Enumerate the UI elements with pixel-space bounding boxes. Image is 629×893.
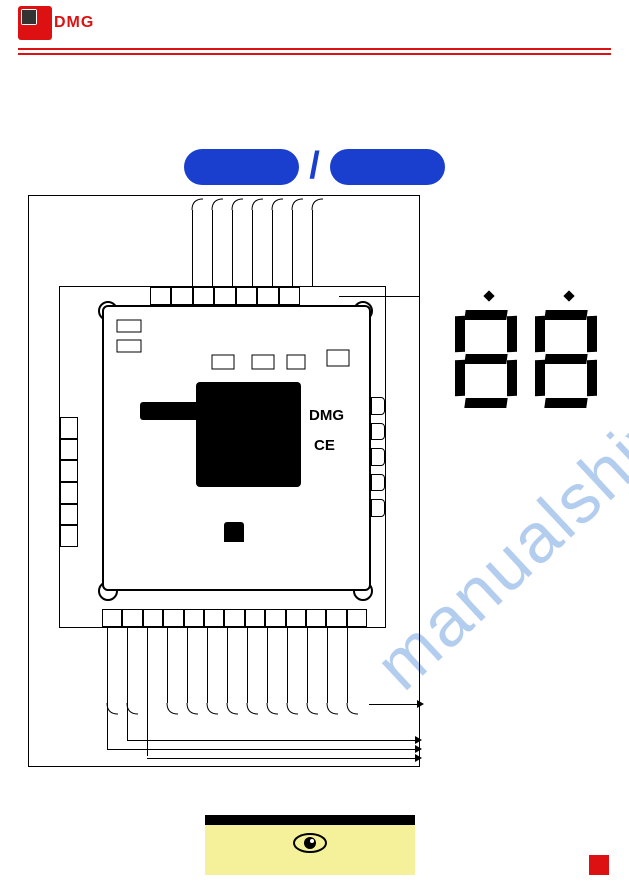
decimal-dot-icon xyxy=(563,290,574,301)
bottom-wires xyxy=(107,626,377,703)
leader-line xyxy=(107,749,417,750)
leader-line xyxy=(339,296,419,297)
terminal-right xyxy=(371,397,385,517)
connector-icon xyxy=(224,522,244,542)
board-brand-label: DMG xyxy=(309,407,344,424)
page-marker xyxy=(589,855,609,875)
leader-line xyxy=(127,702,128,740)
chip-tab-icon xyxy=(154,402,196,420)
brand-logo: DMG xyxy=(18,6,94,40)
top-wire-bends xyxy=(189,196,339,216)
slash-separator: / xyxy=(309,145,320,188)
terminal-bottom xyxy=(102,609,367,627)
top-wires xyxy=(192,210,337,286)
arrow-icon xyxy=(415,754,422,762)
bottom-wire-bends xyxy=(104,696,364,716)
arrow-icon xyxy=(417,700,424,708)
main-chip-icon xyxy=(196,382,301,487)
digit-1 xyxy=(455,310,517,408)
leader-line xyxy=(419,296,420,316)
brand-text: DMG xyxy=(54,14,94,32)
note-box xyxy=(205,815,415,875)
leader-line xyxy=(369,704,419,705)
header-rule xyxy=(18,48,611,50)
pill-right xyxy=(330,149,445,185)
ce-mark: CE xyxy=(314,437,335,454)
arrow-icon xyxy=(415,736,422,744)
eye-icon xyxy=(290,831,330,855)
decimal-dot-icon xyxy=(483,290,494,301)
leader-line xyxy=(107,702,108,749)
pcb-inner: DMG CE xyxy=(102,305,371,591)
title-row: / xyxy=(0,145,629,188)
controller-board-outline: DMG CE xyxy=(59,286,386,628)
terminal-top xyxy=(150,287,300,305)
header-rule-2 xyxy=(18,53,611,55)
arrow-icon xyxy=(415,745,422,753)
logo-icon xyxy=(18,6,52,40)
leader-line xyxy=(127,740,417,741)
seven-segment-display xyxy=(455,310,597,408)
wiring-diagram-frame: DMG CE xyxy=(28,195,420,767)
pill-left xyxy=(184,149,299,185)
leader-line xyxy=(147,758,417,759)
digit-2 xyxy=(535,310,597,408)
pcb-detail-icon xyxy=(112,315,362,375)
terminal-left xyxy=(60,417,78,547)
